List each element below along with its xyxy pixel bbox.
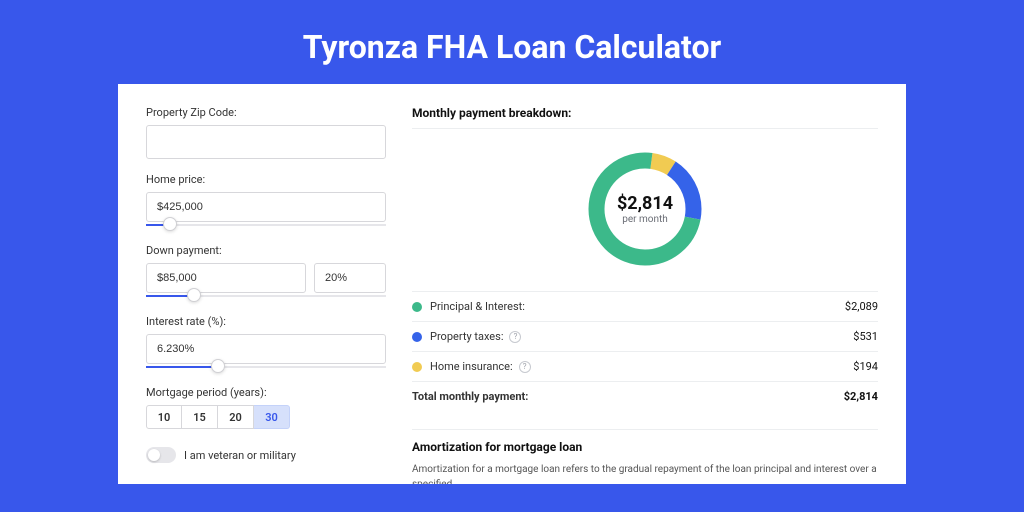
zip-label: Property Zip Code: — [146, 106, 386, 119]
period-btn-20[interactable]: 20 — [218, 405, 254, 429]
breakdown-title: Monthly payment breakdown: — [412, 106, 878, 129]
donut-sub: per month — [622, 214, 668, 225]
down-payment-pct-input[interactable] — [314, 263, 386, 293]
donut-value: $2,814 — [617, 193, 673, 214]
line-item-amount: $531 — [853, 330, 878, 343]
period-field: Mortgage period (years): 10152030 — [146, 386, 386, 429]
inputs-panel: Property Zip Code: Home price: Down paym… — [146, 106, 386, 462]
veteran-label: I am veteran or military — [184, 449, 296, 462]
legend-dot — [412, 362, 422, 372]
veteran-toggle[interactable] — [146, 447, 176, 463]
period-btn-30[interactable]: 30 — [254, 405, 290, 429]
home-price-label: Home price: — [146, 173, 386, 186]
period-buttons: 10152030 — [146, 405, 386, 429]
slider-thumb[interactable] — [211, 359, 225, 373]
slider-thumb[interactable] — [163, 217, 177, 231]
down-payment-slider[interactable] — [146, 291, 386, 301]
help-icon[interactable]: ? — [519, 361, 531, 373]
down-payment-label: Down payment: — [146, 244, 386, 257]
home-price-input[interactable] — [146, 192, 386, 222]
legend-dot — [412, 332, 422, 342]
down-payment-input[interactable] — [146, 263, 306, 293]
line-item-amount: $2,089 — [845, 300, 878, 313]
period-label: Mortgage period (years): — [146, 386, 386, 399]
period-btn-15[interactable]: 15 — [182, 405, 218, 429]
page-title: Tyronza FHA Loan Calculator — [0, 0, 1024, 84]
amortization-text: Amortization for a mortgage loan refers … — [412, 462, 878, 484]
line-item-label: Home insurance: — [430, 360, 513, 373]
interest-slider[interactable] — [146, 362, 386, 372]
line-items: Principal & Interest: $2,089 Property taxe… — [412, 291, 878, 411]
home-price-field: Home price: — [146, 173, 386, 230]
line-item-label: Principal & Interest: — [430, 300, 525, 313]
zip-input[interactable] — [146, 125, 386, 159]
breakdown-panel: Monthly payment breakdown: $2,814 per mo… — [412, 106, 878, 462]
home-price-slider[interactable] — [146, 220, 386, 230]
zip-field: Property Zip Code: — [146, 106, 386, 159]
calculator-card: Property Zip Code: Home price: Down paym… — [118, 84, 906, 484]
line-item-label: Property taxes: — [430, 330, 503, 343]
amortization-title: Amortization for mortgage loan — [412, 429, 878, 454]
interest-input[interactable] — [146, 334, 386, 364]
line-item: Home insurance:? $194 — [412, 352, 878, 382]
period-btn-10[interactable]: 10 — [146, 405, 182, 429]
line-item-amount: $194 — [853, 360, 878, 373]
total-amount: $2,814 — [844, 390, 878, 403]
interest-field: Interest rate (%): — [146, 315, 386, 372]
legend-dot — [412, 302, 422, 312]
donut-chart: $2,814 per month — [412, 139, 878, 291]
help-icon[interactable]: ? — [509, 331, 521, 343]
total-row: Total monthly payment: $2,814 — [412, 382, 878, 411]
line-item: Principal & Interest: $2,089 — [412, 292, 878, 322]
down-payment-field: Down payment: — [146, 244, 386, 301]
interest-label: Interest rate (%): — [146, 315, 386, 328]
slider-thumb[interactable] — [187, 288, 201, 302]
line-item: Property taxes:? $531 — [412, 322, 878, 352]
total-label: Total monthly payment: — [412, 390, 528, 403]
veteran-row: I am veteran or military — [146, 447, 386, 463]
